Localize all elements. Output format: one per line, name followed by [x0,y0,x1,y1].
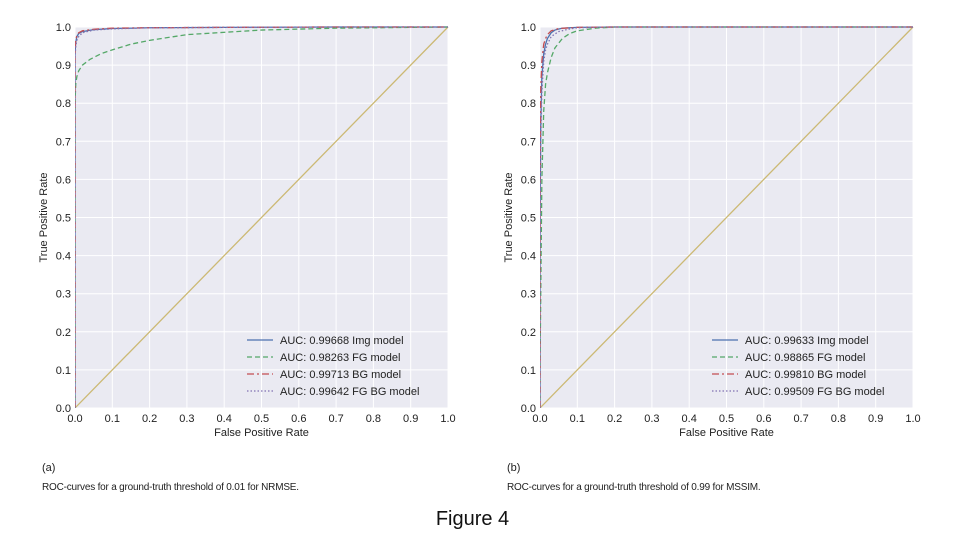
chart-a-series-fg-line [75,26,449,408]
chart-b-x-tick-label: 0.8 [831,413,846,425]
chart-b-x-axis-label: False Positive Rate [679,427,774,439]
chart-a-y-tick-label: 1.0 [56,22,71,34]
chart-b-legend-label-fg: AUC: 0.98865 FG model [745,352,865,364]
chart-a-x-tick-label: 0.0 [67,413,82,425]
chart-b-y-tick-label: 0.3 [521,289,536,301]
chart-b-y-tick-label: 0.9 [521,60,536,72]
chart-a-x-tick-label: 0.7 [328,413,343,425]
chart-a-y-tick-label: 0.5 [56,213,71,225]
chart-a-x-tick-label: 0.3 [179,413,194,425]
chart-a-legend-label-bg: AUC: 0.99713 BG model [280,369,401,381]
chart-a-y-tick-label: 0.2 [56,327,71,339]
chart-a-x-tick-label: 1.0 [440,413,455,425]
chart-b-series-bg-line [540,26,913,408]
chart-b-y-tick-label: 0.2 [521,327,536,339]
chart-b-x-tick-label: 0.5 [719,413,734,425]
roc-chart-a: 0.0 0.1 0.2 0.3 0.4 0.5 0.6 0.7 0.8 0.9 1.0 0.0 0.1 0… [0,0,470,450]
chart-b-x-tick-label: 0.7 [793,413,808,425]
chart-a-y-tick-label: 0.6 [56,174,71,186]
chart-a-legend-label-fg: AUC: 0.98263 FG model [280,352,400,364]
chart-b-y-axis-label: True Positive Rate [503,172,515,262]
chart-b-x-tick-label: 0.0 [532,413,547,425]
roc-chart-b: 0.0 0.1 0.2 0.3 0.4 0.5 0.6 0.7 0.8 0.9 1.0 0.0 0.1 0… [465,0,935,450]
chart-b-series-fgbg-line [540,26,913,408]
chart-b-series-diagonal-line [540,26,914,408]
chart-b-y-tick-label: 1.0 [521,22,536,34]
chart-a-series-bg-line [75,26,448,408]
roc-chart-b-svg: 0.0 0.1 0.2 0.3 0.4 0.5 0.6 0.7 0.8 0.9 1.0 0.0 0.1 0… [503,22,921,439]
chart-a-x-tick-label: 0.6 [291,413,306,425]
chart-a-x-tick-label: 0.5 [254,413,269,425]
chart-b-x-tick-label: 0.9 [868,413,883,425]
chart-a-legend-label-img: AUC: 0.99668 Img model [280,335,404,347]
chart-a-y-tick-label: 0.4 [56,251,71,263]
chart-a-x-tick-label: 0.8 [366,413,381,425]
caption-b-label: (b) [507,462,521,474]
chart-b-y-tick-label: 0.8 [521,98,536,110]
chart-a-y-tick-label: 0.8 [56,98,71,110]
chart-b-y-tick-label: 0.1 [521,365,536,377]
caption-b-text: ROC-curves for a ground-truth threshold … [507,482,761,493]
chart-b-x-tick-label: 1.0 [905,413,920,425]
chart-a-x-tick-label: 0.1 [105,413,120,425]
chart-b-x-tick-label: 0.1 [570,413,585,425]
chart-a-legend-label-fgbg: AUC: 0.99642 FG BG model [280,386,419,398]
caption-a-label: (a) [42,462,56,474]
chart-a-y-tick-label: 0.3 [56,289,71,301]
chart-b-y-tick-label: 0.7 [521,136,536,148]
chart-b-y-tick-label: 0.6 [521,174,536,186]
chart-b-x-tick-label: 0.3 [644,413,659,425]
caption-a-text: ROC-curves for a ground-truth threshold … [42,482,299,493]
chart-b-x-tick-label: 0.4 [682,413,697,425]
chart-a-y-tick-label: 0.0 [56,403,71,415]
chart-b-series-fg-line [540,26,913,408]
chart-a-y-tick-label: 0.9 [56,60,71,72]
roc-chart-a-svg: 0.0 0.1 0.2 0.3 0.4 0.5 0.6 0.7 0.8 0.9 1.0 0.0 0.1 0… [38,22,456,439]
chart-a-y-tick-label: 0.1 [56,365,71,377]
chart-b-x-tick-label: 0.6 [756,413,771,425]
chart-b-x-tick-label: 0.2 [607,413,622,425]
chart-a-y-axis-label: True Positive Rate [38,172,50,262]
chart-a-x-tick-label: 0.2 [142,413,157,425]
figure-title: Figure 4 [435,508,510,530]
chart-a-y-tick-label: 0.7 [56,136,71,148]
chart-b-legend-label-bg: AUC: 0.99810 BG model [745,369,866,381]
chart-a-x-tick-label: 0.9 [403,413,418,425]
chart-b-y-tick-label: 0.4 [521,251,536,263]
chart-a-x-tick-label: 0.4 [217,413,232,425]
chart-a-x-axis-label: False Positive Rate [214,427,309,439]
chart-b-y-tick-label: 0.0 [521,403,536,415]
chart-b-legend-label-fgbg: AUC: 0.99509 FG BG model [745,386,884,398]
chart-b-legend-label-img: AUC: 0.99633 Img model [745,335,869,347]
chart-a-series-diagonal-line [75,26,449,408]
chart-b-y-tick-label: 0.5 [521,213,536,225]
